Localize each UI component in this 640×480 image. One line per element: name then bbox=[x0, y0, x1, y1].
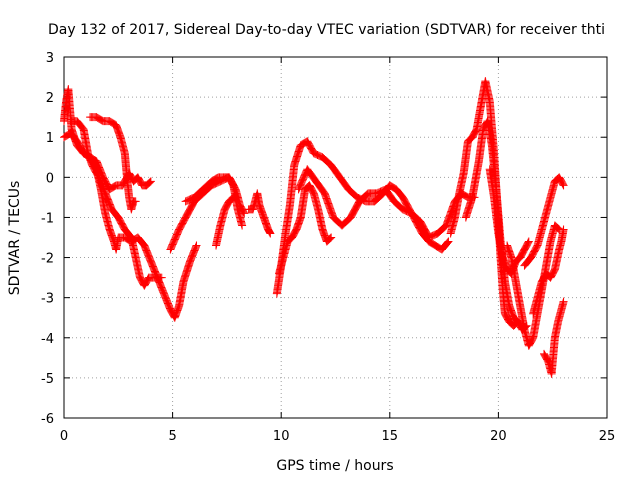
data-point-marker bbox=[77, 123, 86, 132]
x-tick-label: 10 bbox=[273, 429, 290, 444]
data-point-marker bbox=[559, 225, 568, 234]
data-point-marker bbox=[524, 237, 533, 246]
data-point-marker bbox=[138, 239, 147, 248]
series-arc-8 bbox=[244, 189, 275, 238]
y-tick-label: -4 bbox=[41, 332, 54, 347]
data-point-marker bbox=[325, 235, 334, 244]
series-arc-11 bbox=[294, 165, 479, 242]
series-arc-17 bbox=[529, 225, 568, 318]
series-arc-10 bbox=[275, 181, 336, 278]
data-point-marker bbox=[362, 191, 371, 200]
y-tick-label: -3 bbox=[41, 292, 54, 307]
data-point-marker bbox=[553, 223, 562, 232]
data-point-marker bbox=[441, 222, 450, 231]
series-arc-4 bbox=[86, 113, 140, 214]
data-point-marker bbox=[327, 233, 336, 242]
data-point-marker bbox=[443, 238, 452, 247]
data-point-marker bbox=[554, 224, 563, 233]
y-tick-label: -6 bbox=[41, 412, 54, 427]
series-group bbox=[60, 77, 568, 378]
data-point-marker bbox=[146, 178, 155, 187]
plot-frame bbox=[63, 56, 608, 419]
y-tick-label: 1 bbox=[46, 131, 54, 146]
data-point-marker bbox=[265, 227, 274, 236]
data-point-marker bbox=[145, 178, 154, 187]
x-tick-label: 20 bbox=[490, 429, 507, 444]
series-arc-16 bbox=[520, 173, 568, 270]
data-point-marker bbox=[125, 231, 134, 240]
x-tick-label: 25 bbox=[599, 429, 616, 444]
y-tick-label: 2 bbox=[46, 91, 54, 106]
y-tick-label: 3 bbox=[46, 51, 54, 66]
chart-title: Day 132 of 2017, Sidereal Day-to-day VTE… bbox=[48, 22, 605, 38]
data-point-marker bbox=[238, 221, 247, 230]
y-axis-label: SDTVAR / TECUs bbox=[7, 181, 23, 296]
data-point-marker bbox=[157, 273, 166, 282]
y-tick-label: -1 bbox=[41, 211, 54, 226]
series-arc-7 bbox=[212, 193, 242, 250]
data-point-marker bbox=[559, 297, 568, 306]
data-point-marker bbox=[146, 177, 155, 186]
data-point-marker bbox=[559, 181, 568, 190]
x-tick-label: 0 bbox=[60, 429, 68, 444]
data-point-marker bbox=[192, 241, 201, 250]
data-point-marker bbox=[524, 238, 533, 247]
data-point-marker bbox=[326, 234, 335, 243]
series-arc-6 bbox=[181, 173, 247, 230]
data-point-marker bbox=[191, 242, 200, 251]
data-point-marker bbox=[131, 197, 140, 206]
x-tick-label: 5 bbox=[168, 429, 176, 444]
y-tick-label: -2 bbox=[41, 252, 54, 267]
data-point-marker bbox=[442, 239, 451, 248]
data-point-marker bbox=[558, 180, 567, 189]
series-arc-18 bbox=[540, 297, 568, 378]
series-arc-15 bbox=[503, 221, 564, 350]
data-point-marker bbox=[444, 237, 453, 246]
data-point-marker bbox=[144, 274, 153, 283]
data-point-marker bbox=[266, 229, 275, 238]
x-tick-label: 15 bbox=[382, 429, 399, 444]
data-point-marker bbox=[233, 193, 242, 202]
series-arc-3 bbox=[66, 117, 166, 290]
x-axis-label: GPS time / hours bbox=[276, 458, 393, 474]
y-tick-label: -5 bbox=[41, 372, 54, 387]
data-point-marker bbox=[265, 228, 274, 237]
y-tick-label: 0 bbox=[46, 171, 54, 186]
